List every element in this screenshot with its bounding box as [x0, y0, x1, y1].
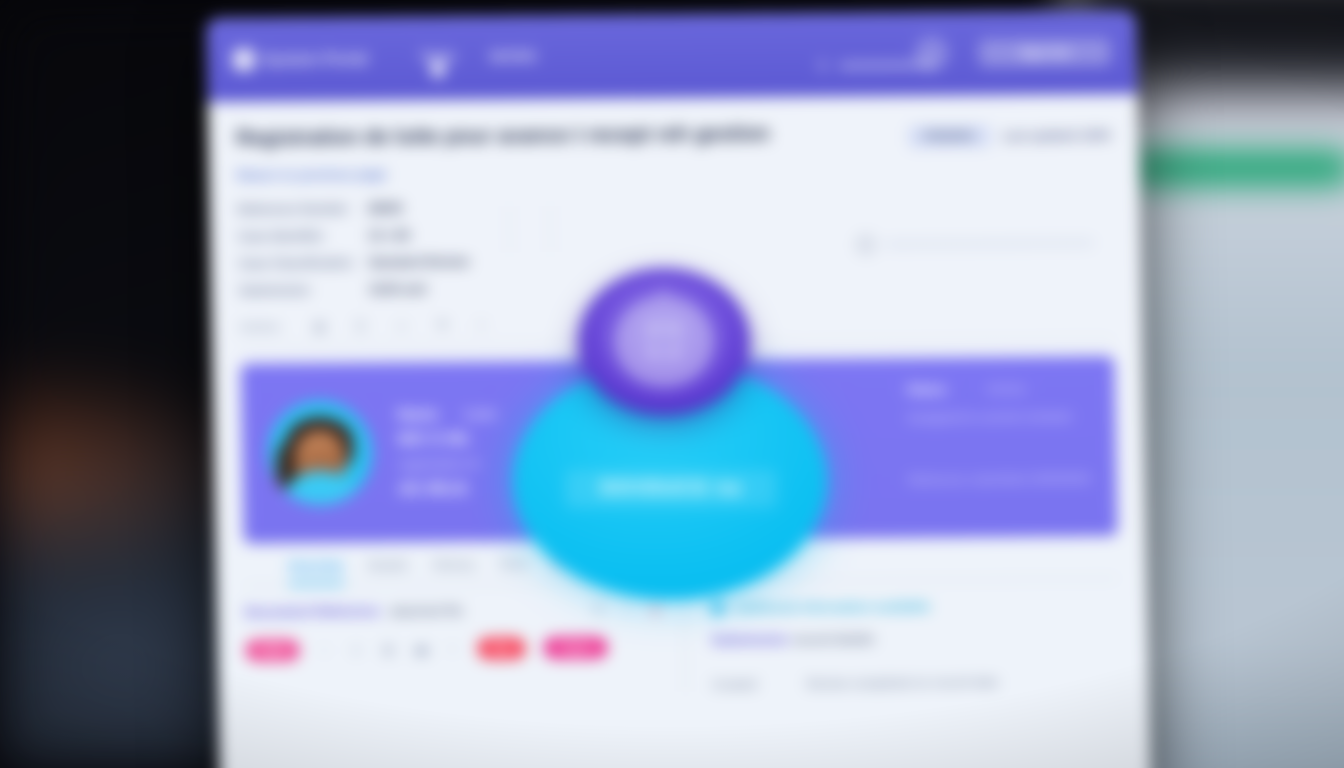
- brand-logo-icon: [232, 48, 255, 71]
- detail-value: Standard Review: [368, 254, 470, 270]
- details-column: Reference Number 28839 Case Identifier 1…: [237, 201, 470, 298]
- info-strong-rest: record details: [792, 632, 875, 647]
- download-icon[interactable]: ⚙: [592, 601, 605, 617]
- app-header-bar: System Portal Tasks WORK ¶ Sig: [206, 9, 1138, 102]
- flag-icon[interactable]: ⚑: [436, 317, 449, 333]
- clock-icon[interactable]: ○: [320, 642, 329, 657]
- option-placeholder-line: [884, 239, 1095, 249]
- nav-item-tasks[interactable]: Tasks: [420, 49, 456, 67]
- user-name-row: Name Lara: [397, 405, 496, 423]
- document-link-rest: attached file: [389, 603, 464, 618]
- info-strong-text[interactable]: Submission: [711, 631, 789, 648]
- title-row: Registration de lutte pour avance t rece…: [236, 118, 1111, 154]
- header-nav: Tasks WORK: [420, 48, 539, 68]
- info-head-text[interactable]: Additional information available: [732, 598, 931, 616]
- info-footer-row: Created Review completed on record date: [712, 674, 1120, 692]
- title-meta-text: Last updated 12/04: [1002, 128, 1111, 144]
- banner-status-value: Active: [986, 380, 1026, 397]
- nav-sub-marker: ¶: [818, 58, 827, 74]
- detail-label: Case Identifier: [237, 228, 325, 244]
- radio-icon[interactable]: [857, 236, 875, 254]
- detail-label: Case Classification: [238, 255, 354, 271]
- plus-icon[interactable]: +: [448, 641, 456, 656]
- document-link[interactable]: Document Reference: [244, 603, 381, 620]
- detail-value: 28839: [367, 201, 403, 216]
- user-code: A5 Mick: [398, 478, 469, 498]
- info-footer-created: Created: [712, 677, 758, 692]
- banner-reference-text: Reference submitted 24/03/2024: [908, 471, 1091, 487]
- title-right-group: PENDING Last updated 12/04: [907, 118, 1111, 148]
- badge-draft[interactable]: Draft: [245, 639, 300, 662]
- user-name-value: Lara: [463, 404, 496, 423]
- user-icon[interactable]: ●: [352, 642, 361, 657]
- banner-status-label: Status: [906, 381, 947, 397]
- detail-row: Case Identifier 10 x 86: [237, 228, 469, 244]
- tab-overview[interactable]: Overview: [287, 558, 345, 586]
- banner-status-row: Status Active: [907, 380, 1089, 397]
- background-green-accent-bar: [1124, 150, 1344, 186]
- details-divider: [549, 205, 552, 252]
- filter-icon[interactable]: ⊢: [477, 317, 490, 333]
- nav-item-work[interactable]: WORK: [490, 48, 539, 67]
- link-icon[interactable]: ∞: [396, 318, 407, 334]
- grid-icon[interactable]: ▦: [313, 318, 326, 335]
- detail-row: Submission 31/03 and: [239, 282, 470, 298]
- lower-left-column: Document Reference attached file ⚙ ○ ▲ D…: [244, 600, 687, 696]
- info-dot-icon: [710, 600, 726, 616]
- user-sub: registration id: [398, 456, 479, 471]
- detail-row: Reference Number 28839: [237, 201, 468, 217]
- detail-value: 10 x 86: [367, 228, 410, 243]
- detail-value: 31/03 and: [368, 282, 427, 297]
- badge-urgent[interactable]: Urgent: [543, 636, 608, 660]
- document-row: Document Reference attached file ⚙ ○ ▲: [245, 601, 662, 620]
- toolbar-label: Actions: [239, 320, 281, 334]
- eye-icon[interactable]: ○: [623, 601, 632, 617]
- purple-circle-badge: ID ⛶: [578, 268, 750, 416]
- list-icon[interactable]: ☰: [354, 318, 367, 334]
- user-banner-text: Name Lara WO S Mc registration id A5 Mic…: [397, 405, 497, 499]
- document-row-icons: ⚙ ○ ▲: [591, 601, 662, 617]
- details-divider: [508, 206, 511, 253]
- badge-due[interactable]: Due: [477, 637, 527, 660]
- detail-label: Submission: [238, 283, 310, 298]
- user-name-label: Name: [397, 405, 439, 423]
- page-title: Registration de lutte pour avance t rece…: [235, 122, 770, 150]
- banner-assignment-text: Assigned to current reviewer: [907, 409, 1073, 425]
- tab-details[interactable]: Details: [367, 558, 409, 573]
- back-link[interactable]: Return to previous page: [236, 166, 387, 183]
- user-role: WO S Mc: [397, 430, 471, 448]
- header-actions: Sign Out: [914, 35, 1112, 71]
- info-head-row: Additional information available: [710, 597, 1119, 616]
- tab-history[interactable]: History: [432, 557, 476, 573]
- badge-row: Draft ○ ● ▣ ☁ + Due Urgent: [245, 636, 662, 662]
- detail-row: Case Classification Standard Review: [238, 255, 469, 271]
- tag-icon[interactable]: ▣: [382, 642, 395, 657]
- nav-item-tasks-label: Tasks: [419, 48, 457, 65]
- badge-inner-circle: ⛶: [614, 296, 714, 388]
- option-selector[interactable]: [856, 195, 1113, 292]
- detail-label: Reference Number: [237, 201, 349, 217]
- cloud-icon[interactable]: ☁: [413, 640, 429, 658]
- brand[interactable]: System Portal: [232, 48, 369, 71]
- tab-files[interactable]: Files: [499, 557, 529, 572]
- user-avatar[interactable]: [267, 400, 373, 506]
- nav-item-work-label: WORK: [489, 47, 539, 65]
- sign-out-button[interactable]: Sign Out: [978, 38, 1112, 68]
- info-footer-modified: Review completed on record date: [806, 675, 999, 691]
- lower-right-column: Additional information available Submiss…: [685, 597, 1121, 692]
- person-badge-icon: ⛶: [649, 318, 679, 365]
- info-sub-row: Submission record details: [711, 628, 1119, 650]
- overlay-chip-label: DOVDUCG na: [600, 478, 742, 499]
- overlay-text-chip: DOVDUCG na: [565, 470, 777, 508]
- badge-caption: ID: [657, 288, 671, 299]
- user-banner-side: Status Active Assigned to current review…: [907, 376, 1091, 487]
- delete-icon[interactable]: ▲: [648, 601, 662, 617]
- brand-label: System Portal: [262, 50, 369, 69]
- status-badge: PENDING: [907, 125, 991, 148]
